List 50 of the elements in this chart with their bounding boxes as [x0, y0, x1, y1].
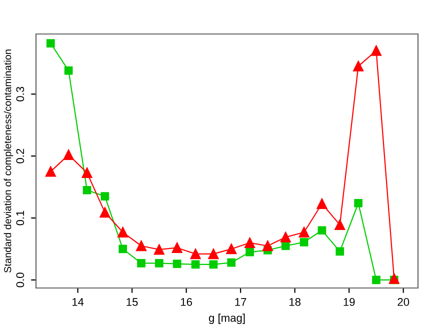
point: [64, 66, 73, 75]
point: [63, 150, 74, 160]
y-tick-label: 0.3: [16, 86, 24, 102]
point: [354, 198, 362, 208]
point: [172, 260, 182, 268]
point: [46, 39, 55, 48]
point: [154, 244, 164, 255]
point: [280, 232, 291, 242]
x-tick-label: 15: [126, 298, 138, 306]
point: [244, 238, 255, 248]
point: [155, 259, 164, 268]
x-axis-title: g [mag]: [208, 314, 245, 324]
point: [137, 259, 146, 268]
point: [172, 242, 182, 253]
y-tick-label: 0.0: [16, 272, 24, 288]
point: [316, 198, 328, 209]
x-tick-label: 20: [398, 298, 410, 306]
x-tick-label: 16: [180, 298, 192, 306]
point: [281, 242, 290, 250]
x-tick-label: 18: [289, 298, 301, 306]
y-tick-label: 0.2: [16, 148, 24, 164]
x-tick-label: 17: [235, 298, 246, 306]
point: [45, 166, 56, 177]
point: [208, 248, 219, 260]
point: [336, 247, 344, 256]
point: [246, 248, 254, 256]
point: [100, 207, 110, 218]
y-tick-label: 0.1: [16, 210, 24, 226]
y-axis-title: Standard deviation of completeness/contamination: [4, 50, 14, 273]
point: [190, 248, 201, 260]
point: [118, 244, 127, 254]
point: [118, 227, 128, 238]
point: [353, 61, 364, 72]
point: [262, 240, 273, 252]
point: [100, 192, 110, 200]
point: [136, 240, 146, 252]
point: [371, 46, 382, 56]
point: [226, 244, 237, 254]
x-tick-label: 14: [72, 298, 84, 306]
point: [82, 168, 92, 178]
point: [300, 238, 308, 246]
point: [318, 226, 326, 235]
point: [82, 186, 92, 194]
x-tick-label: 19: [344, 298, 355, 306]
point: [227, 258, 236, 267]
point: [298, 227, 310, 238]
point: [191, 260, 200, 269]
point: [209, 260, 218, 269]
point: [334, 220, 346, 230]
point: [372, 276, 380, 284]
